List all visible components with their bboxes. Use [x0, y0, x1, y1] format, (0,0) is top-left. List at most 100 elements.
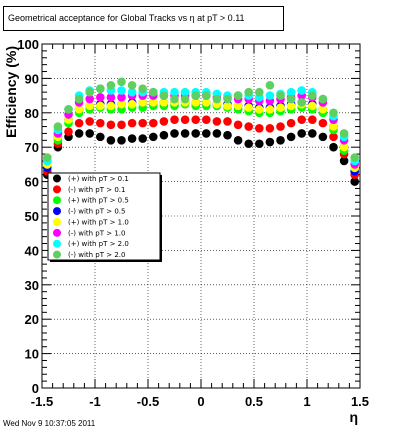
data-point: [106, 136, 116, 145]
data-point: [117, 99, 126, 109]
x-tick-label: 1: [303, 394, 310, 409]
data-point: [106, 80, 116, 90]
data-point: [43, 153, 52, 162]
x-tick-label: -0.5: [137, 394, 159, 409]
data-point: [74, 118, 84, 128]
data-point: [223, 117, 232, 126]
data-point: [276, 91, 285, 100]
x-tick-label: 0.5: [245, 394, 263, 409]
data-point: [308, 101, 317, 111]
data-point: [233, 91, 243, 100]
data-point: [170, 129, 179, 138]
y-tick-label: 30: [25, 278, 39, 293]
x-tick-label: 1.5: [351, 394, 369, 409]
data-point: [138, 134, 147, 143]
data-point: [276, 103, 285, 112]
data-point: [202, 115, 211, 124]
y-tick-labels: 0 10 20 30 40 50 60 70 80 90 100: [17, 37, 39, 396]
data-point: [127, 80, 137, 90]
y-tick-label: 50: [25, 209, 39, 224]
data-point: [244, 139, 253, 149]
data-point: [117, 136, 126, 145]
data-point: [159, 130, 169, 140]
chart-title: Geometrical acceptance for Global Tracks…: [3, 6, 284, 31]
data-point: [265, 80, 275, 90]
data-point: [244, 122, 253, 131]
y-tick-label: 60: [25, 175, 39, 190]
data-point: [297, 129, 307, 138]
data-point: [286, 118, 296, 128]
data-point: [297, 86, 307, 95]
data-point: [127, 99, 137, 109]
legend-entry: (+) with pT > 2.0: [68, 240, 129, 248]
data-point: [318, 94, 328, 104]
data-point: [308, 115, 317, 124]
data-point: [85, 101, 94, 111]
x-tick-labels: -1.5 -1 -0.5 0 0.5 1 1.5: [31, 394, 369, 409]
y-tick-label: 90: [25, 71, 39, 86]
y-axis-label: Efficiency (%): [3, 46, 19, 138]
data-point: [297, 115, 307, 124]
data-point: [276, 122, 285, 131]
data-point: [244, 103, 253, 112]
data-point: [286, 94, 296, 104]
data-point: [202, 91, 211, 100]
data-point: [286, 87, 296, 97]
data-point: [96, 84, 105, 94]
data-point: [180, 94, 190, 104]
data-point: [180, 129, 190, 138]
data-point: [191, 115, 200, 124]
data-point: [202, 98, 211, 107]
data-point: [286, 132, 296, 142]
data-point: [149, 98, 158, 107]
data-point: [297, 98, 307, 107]
data-point: [159, 91, 169, 100]
data-point: [318, 105, 328, 114]
data-point: [233, 120, 243, 130]
data-point: [149, 132, 158, 142]
data-point: [202, 129, 211, 138]
data-point: [286, 101, 296, 111]
data-point: [85, 117, 94, 126]
data-point: [254, 87, 264, 97]
data-point: [223, 101, 232, 111]
data-point: [191, 98, 200, 107]
data-point: [233, 136, 243, 145]
data-point: [159, 98, 169, 107]
data-point: [149, 87, 158, 97]
legend-marker: [53, 196, 61, 205]
data-point: [138, 84, 147, 94]
data-point: [85, 129, 94, 138]
data-point: [254, 139, 264, 149]
data-point: [265, 105, 275, 114]
legend-entry: (-) with pT > 0.5: [68, 208, 125, 216]
data-point: [223, 130, 232, 140]
data-point: [265, 91, 275, 100]
data-point: [180, 87, 190, 97]
data-point: [308, 129, 317, 138]
timestamp: Wed Nov 9 10:37:05 2011: [3, 419, 96, 428]
data-point: [96, 101, 105, 111]
data-point: [170, 87, 179, 97]
data-point: [53, 122, 63, 131]
data-point: [106, 93, 116, 102]
data-point: [85, 87, 94, 97]
data-point: [254, 105, 264, 114]
x-tick-label: -1: [89, 394, 101, 409]
data-point: [329, 142, 338, 152]
data-point: [350, 177, 360, 186]
legend: (+) with pT > 0.1 (-) with pT > 0.1 (+) wi…: [47, 172, 162, 262]
data-point: [318, 118, 328, 128]
legend-marker: [53, 239, 61, 248]
x-axis-label: η: [349, 409, 358, 425]
legend-marker: [53, 217, 61, 226]
legend-entry: (+) with pT > 0.1: [68, 175, 129, 183]
data-point: [117, 93, 126, 102]
data-point: [191, 91, 200, 100]
legend-entry: (+) with pT > 1.0: [68, 218, 129, 226]
data-point: [159, 117, 169, 126]
data-point: [318, 132, 328, 142]
data-point: [117, 77, 126, 87]
x-tick-label: -1.5: [31, 394, 53, 409]
